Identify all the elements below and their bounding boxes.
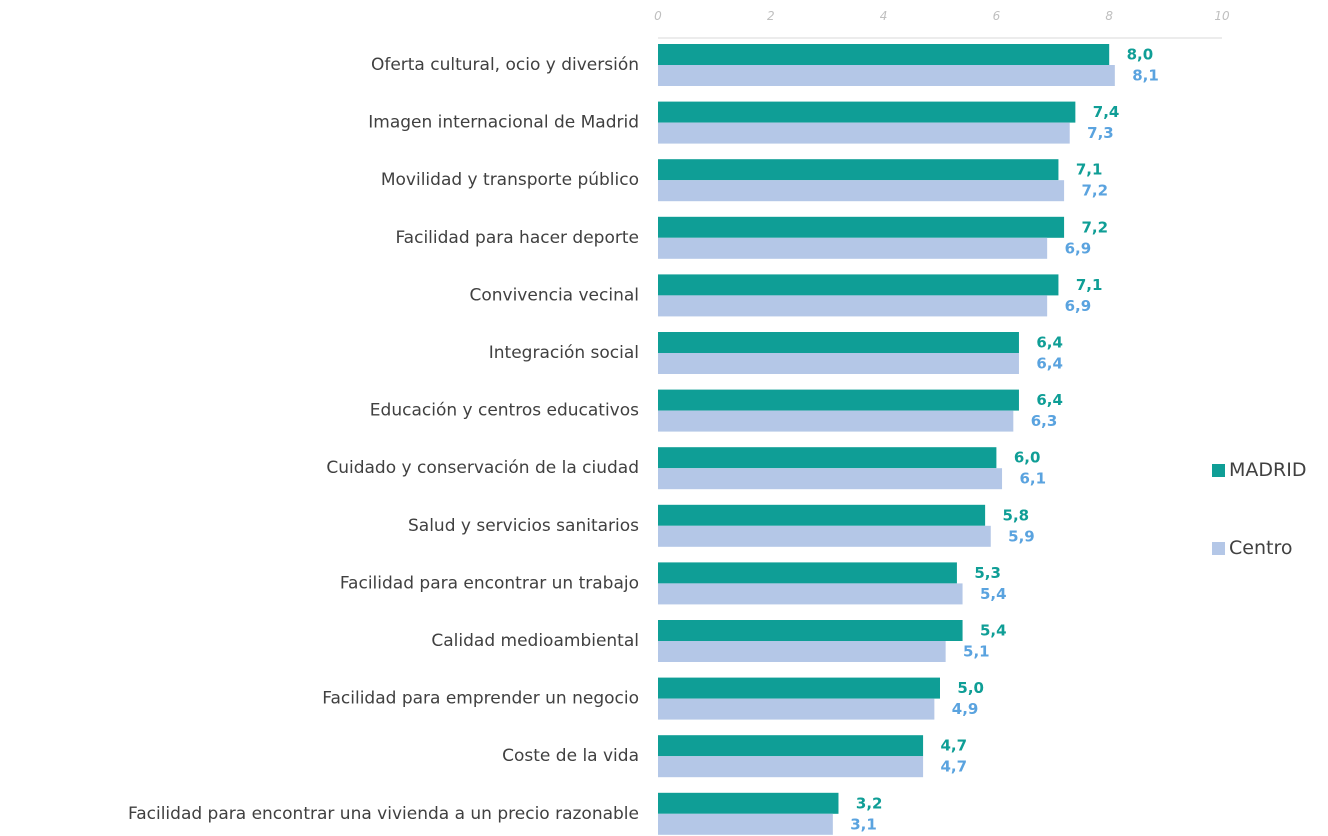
category-label: Facilidad para hacer deporte [395,228,639,248]
bar-madrid [658,274,1059,296]
bar-madrid [658,332,1019,353]
bars [658,44,1115,835]
category-label: Facilidad para encontrar una vivienda a … [128,804,639,824]
value-label-centro: 3,1 [850,815,877,833]
bar-madrid [658,792,839,814]
legend-label-madrid: MADRID [1229,459,1307,481]
value-label-centro: 5,1 [963,643,990,661]
bar-centro [658,525,991,547]
bar-centro [658,353,1019,374]
bar-centro [658,698,935,720]
value-label-madrid: 5,3 [974,564,1001,582]
x-tick-label: 4 [880,9,888,23]
x-tick-label: 10 [1214,9,1230,23]
bar-madrid [658,735,924,757]
bar-madrid [658,159,1059,181]
value-label-madrid: 3,2 [856,794,883,812]
value-label-madrid: 8,0 [1127,46,1154,64]
value-label-madrid: 7,1 [1076,276,1103,294]
bar-madrid [658,447,997,469]
x-tick-label: 0 [654,9,662,23]
bar-centro [658,813,833,835]
value-label-madrid: 7,4 [1093,103,1120,121]
bar-madrid [658,44,1110,65]
value-label-madrid: 7,1 [1076,161,1103,179]
legend-item-madrid: MADRID [1212,459,1328,481]
bar-centro [658,65,1115,86]
category-label: Salud y servicios sanitarios [408,516,639,536]
bar-centro [658,180,1065,202]
category-label: Facilidad para emprender un negocio [322,689,639,709]
value-label-centro: 6,4 [1036,355,1063,373]
value-label-centro: 6,3 [1031,412,1058,430]
x-tick-label: 8 [1105,9,1113,23]
bar-centro [658,410,1014,432]
x-tick-label: 2 [767,9,775,23]
value-labels: 8,0 8,1 7,4 7,3 7,1 7,2 7,2 6,9 7,1 6,9 6,4 6,4 6,4 6… [850,46,1159,834]
value-label-madrid: 6,4 [1036,334,1063,352]
category-label: Oferta cultural, ocio y diversión [371,55,639,75]
bar-madrid [658,677,940,699]
legend-swatch-centro [1212,541,1225,555]
bar-centro [658,641,946,662]
bar-centro [658,756,924,778]
value-label-centro: 7,2 [1082,182,1109,200]
value-label-centro: 5,4 [980,585,1007,603]
value-label-madrid: 5,0 [957,679,984,697]
value-label-madrid: 6,4 [1036,391,1063,409]
category-label: Movilidad y transporte público [381,170,639,190]
category-label: Educación y centros educativos [370,401,639,421]
category-label: Integración social [489,343,639,363]
value-label-centro: 4,9 [952,700,979,718]
bar-centro [658,122,1070,144]
value-label-madrid: 5,8 [1003,506,1030,524]
value-label-madrid: 4,7 [941,737,968,755]
value-label-centro: 6,9 [1065,239,1092,257]
bar-madrid [658,562,957,584]
value-label-madrid: 7,2 [1082,218,1109,236]
bar-centro [658,237,1048,259]
bar-madrid [658,216,1065,238]
bar-centro [658,583,963,605]
category-label: Coste de la vida [502,746,639,766]
x-tick-label: 6 [993,9,1001,23]
bar-madrid [658,101,1076,123]
bar-centro [658,295,1048,317]
category-label: Imagen internacional de Madrid [368,113,639,133]
bar-madrid [658,620,963,641]
value-label-centro: 4,7 [941,758,968,776]
bar-madrid [658,504,986,526]
value-label-centro: 6,1 [1019,470,1046,488]
category-label: Calidad medioambiental [431,631,639,651]
category-labels: Oferta cultural, ocio y diversión Imagen … [128,55,639,824]
value-label-centro: 5,9 [1008,527,1035,545]
category-label: Facilidad para encontrar un trabajo [340,573,639,593]
value-label-centro: 7,3 [1087,124,1114,142]
value-label-madrid: 5,4 [980,622,1007,640]
value-label-centro: 6,9 [1065,297,1092,315]
category-label: Cuidado y conservación de la ciudad [326,458,639,478]
bar-centro [658,468,1003,490]
legend-item-centro: Centro [1212,537,1328,559]
bar-madrid [658,389,1019,411]
legend-swatch-madrid [1212,463,1225,477]
x-axis-ticks: 0 2 4 6 8 10 [654,9,1230,23]
value-label-centro: 8,1 [1132,67,1159,85]
legend-label-centro: Centro [1229,537,1293,559]
category-label: Convivencia vecinal [469,285,639,305]
value-label-madrid: 6,0 [1014,449,1041,467]
